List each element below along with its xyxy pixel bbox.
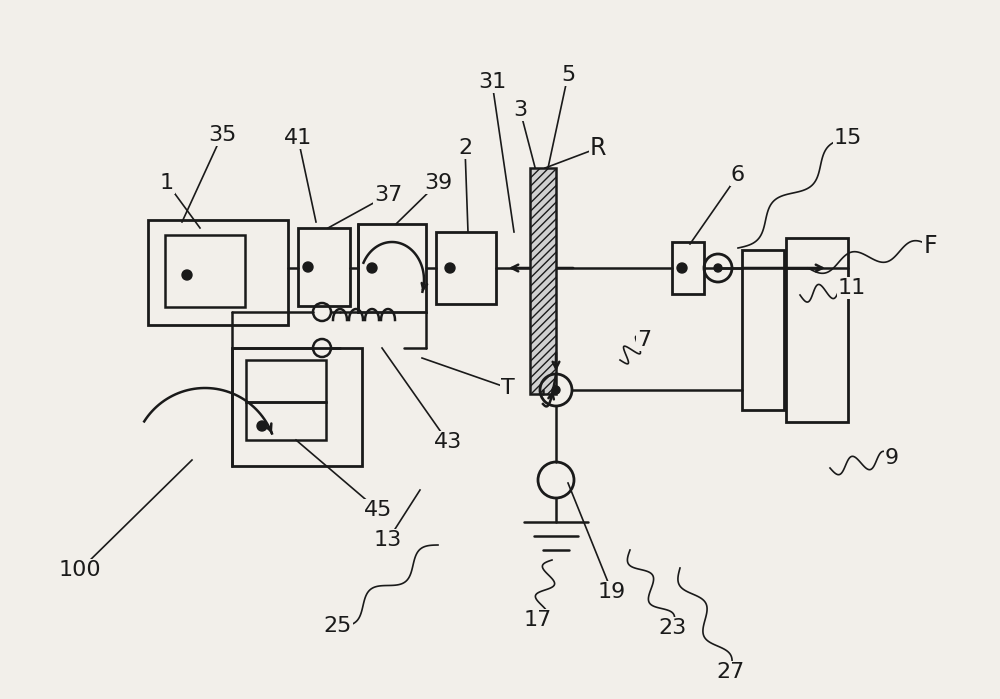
Text: 3: 3 xyxy=(513,100,527,120)
Circle shape xyxy=(303,262,313,272)
Bar xyxy=(742,250,784,410)
Text: 11: 11 xyxy=(838,278,866,298)
Circle shape xyxy=(367,263,377,273)
Circle shape xyxy=(714,264,722,272)
Text: 45: 45 xyxy=(364,500,392,520)
Text: 41: 41 xyxy=(284,128,312,148)
Text: 17: 17 xyxy=(524,610,552,630)
Text: 5: 5 xyxy=(561,65,575,85)
Text: 13: 13 xyxy=(374,530,402,550)
Text: 19: 19 xyxy=(598,582,626,602)
Bar xyxy=(436,232,496,304)
Text: 35: 35 xyxy=(208,125,236,145)
Text: 2: 2 xyxy=(458,138,472,158)
Text: 25: 25 xyxy=(324,616,352,636)
Text: 43: 43 xyxy=(434,432,462,452)
Text: 23: 23 xyxy=(658,618,686,638)
Circle shape xyxy=(257,421,267,431)
Text: 7: 7 xyxy=(637,330,651,350)
Circle shape xyxy=(552,386,560,394)
Text: 100: 100 xyxy=(59,560,101,580)
Text: 37: 37 xyxy=(374,185,402,205)
Bar xyxy=(246,402,326,440)
Circle shape xyxy=(182,270,192,280)
Bar xyxy=(232,348,362,466)
Bar xyxy=(358,224,426,312)
Text: F: F xyxy=(923,234,937,258)
Text: 39: 39 xyxy=(424,173,452,193)
Text: 31: 31 xyxy=(478,72,506,92)
Text: 27: 27 xyxy=(716,662,744,682)
Text: T: T xyxy=(501,378,515,398)
Bar xyxy=(672,242,704,294)
Bar xyxy=(786,238,848,422)
Bar xyxy=(530,168,556,394)
Bar xyxy=(298,228,350,306)
Text: 1: 1 xyxy=(160,173,174,193)
Text: R: R xyxy=(590,136,606,160)
Bar xyxy=(165,235,245,307)
Text: 9: 9 xyxy=(885,448,899,468)
Text: 6: 6 xyxy=(731,165,745,185)
Bar xyxy=(246,360,326,402)
Circle shape xyxy=(445,263,455,273)
Bar xyxy=(148,220,288,325)
Circle shape xyxy=(677,263,687,273)
Text: 15: 15 xyxy=(834,128,862,148)
